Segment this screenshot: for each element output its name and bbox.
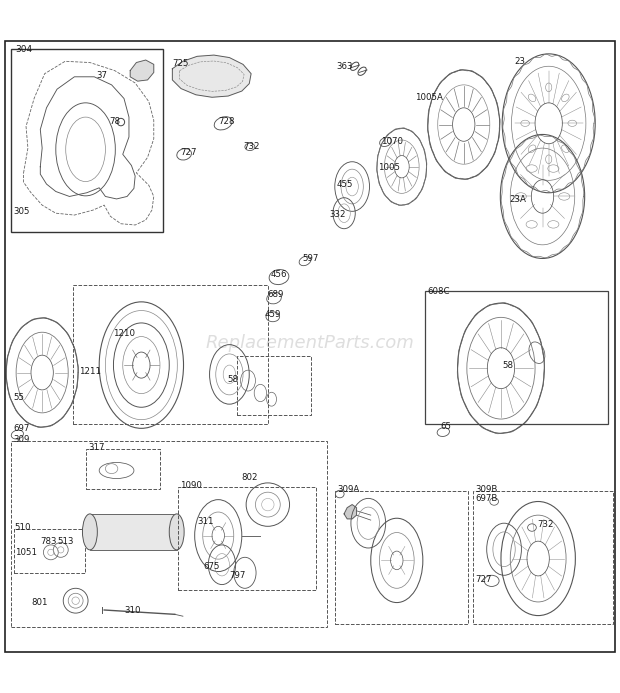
Text: 689: 689: [267, 290, 283, 299]
Text: 309: 309: [14, 435, 30, 444]
Text: 23A: 23A: [510, 195, 526, 204]
Text: 1005: 1005: [378, 163, 400, 172]
Text: 317: 317: [88, 443, 105, 452]
Text: 732: 732: [244, 141, 260, 150]
FancyBboxPatch shape: [90, 514, 177, 550]
Text: 332: 332: [330, 210, 347, 219]
Text: 309A: 309A: [337, 485, 360, 494]
Text: 456: 456: [271, 270, 288, 279]
Text: 304: 304: [15, 45, 32, 54]
Ellipse shape: [82, 514, 97, 550]
Text: 1211: 1211: [79, 367, 101, 376]
Text: 597: 597: [303, 254, 319, 263]
Text: 1090: 1090: [180, 482, 202, 491]
Polygon shape: [172, 55, 251, 97]
Text: 783: 783: [40, 537, 57, 546]
Text: 608C: 608C: [428, 287, 450, 296]
Text: 727: 727: [180, 148, 197, 157]
Text: 801: 801: [31, 598, 48, 607]
Text: 58: 58: [227, 375, 238, 384]
Text: 728: 728: [218, 117, 235, 126]
Text: 697B: 697B: [476, 493, 498, 502]
Text: 455: 455: [337, 180, 353, 189]
Text: 732: 732: [538, 520, 554, 529]
Text: 513: 513: [58, 537, 74, 546]
Text: 311: 311: [197, 517, 214, 526]
Text: 58: 58: [502, 361, 513, 370]
Text: 78: 78: [109, 117, 120, 126]
Text: 23: 23: [515, 58, 526, 67]
Text: 37: 37: [96, 71, 107, 80]
Text: 697: 697: [14, 424, 30, 433]
Text: ReplacementParts.com: ReplacementParts.com: [206, 335, 414, 353]
Text: 797: 797: [229, 570, 246, 579]
Text: 65: 65: [440, 423, 451, 432]
Text: 309B: 309B: [476, 485, 498, 494]
Text: 727: 727: [476, 575, 492, 584]
Text: 459: 459: [265, 310, 281, 319]
Text: 310: 310: [124, 606, 141, 615]
Text: 1051: 1051: [15, 548, 37, 557]
Polygon shape: [130, 60, 154, 81]
Text: 55: 55: [14, 394, 25, 403]
Ellipse shape: [169, 514, 184, 550]
Text: 363: 363: [336, 62, 353, 71]
Text: 305: 305: [14, 207, 30, 216]
Text: 675: 675: [203, 562, 220, 571]
Text: 1005A: 1005A: [415, 93, 443, 102]
Text: 1070: 1070: [381, 137, 402, 146]
Text: 725: 725: [172, 58, 189, 67]
Text: 802: 802: [242, 473, 259, 482]
Text: 1210: 1210: [113, 328, 135, 337]
Text: 510: 510: [15, 523, 32, 532]
Polygon shape: [344, 505, 356, 519]
